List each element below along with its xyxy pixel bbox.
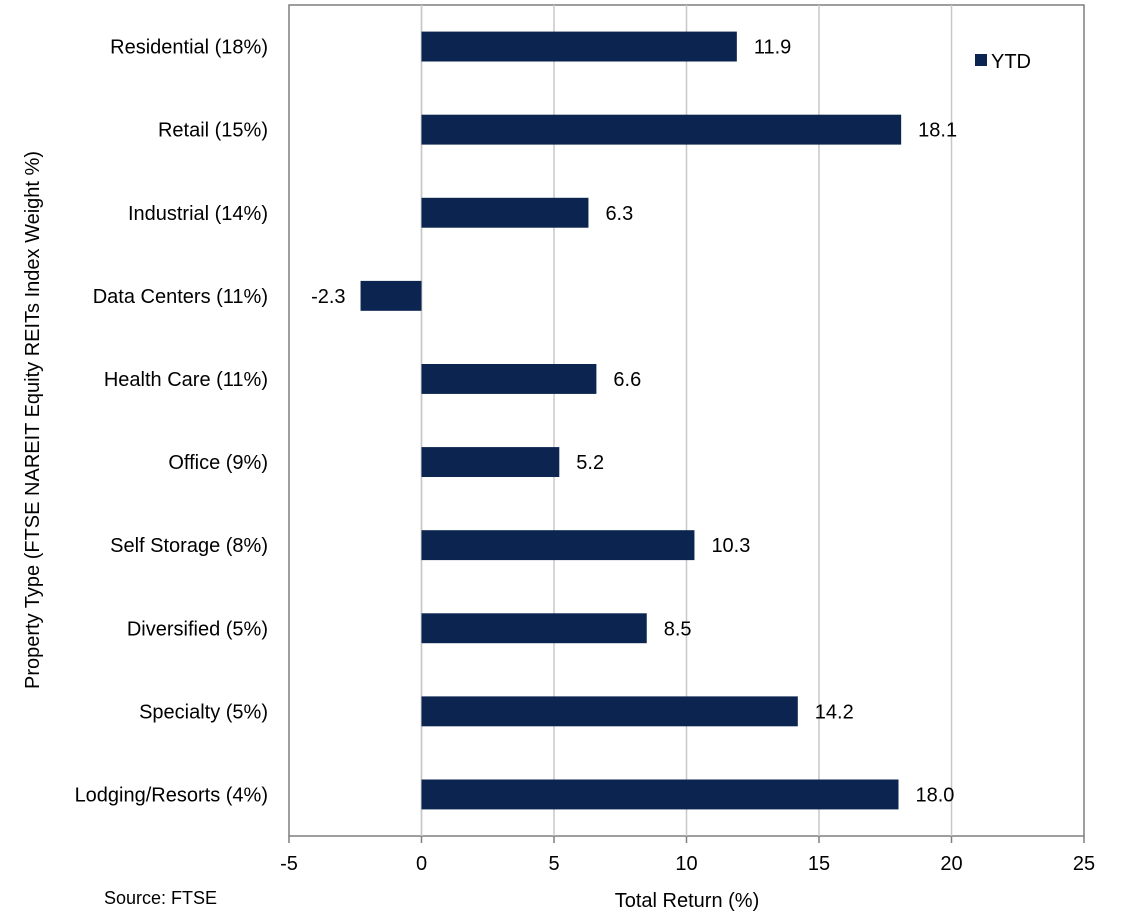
- data-label: 18.0: [916, 784, 955, 806]
- bar: [421, 447, 560, 478]
- data-label: -2.3: [311, 286, 345, 308]
- x-tick-label: 15: [808, 853, 830, 875]
- bar: [360, 280, 422, 311]
- bar: [421, 779, 899, 810]
- category-label: Lodging/Resorts (4%): [75, 784, 268, 806]
- data-label: 5.2: [576, 452, 604, 474]
- x-tick-label: 20: [940, 853, 962, 875]
- bar: [421, 363, 597, 394]
- data-label: 8.5: [664, 618, 692, 640]
- x-tick-label: -5: [280, 853, 298, 875]
- x-tick-label: 25: [1073, 853, 1095, 875]
- source-note: Source: FTSE: [104, 888, 218, 908]
- data-label: 6.3: [605, 203, 633, 225]
- category-label: Diversified (5%): [127, 618, 268, 640]
- bar: [421, 197, 589, 228]
- x-tick-label: 0: [416, 853, 427, 875]
- category-label: Residential (18%): [110, 37, 268, 59]
- data-label: 18.1: [918, 120, 957, 142]
- y-axis-title: Property Type (FTSE NAREIT Equity REITs …: [22, 151, 44, 689]
- bar: [421, 613, 647, 644]
- legend-label: YTD: [991, 51, 1031, 73]
- x-tick-labels: -5 0 5 10 15 20 25: [280, 853, 1095, 875]
- category-label: Retail (15%): [158, 120, 268, 142]
- legend-swatch: [975, 54, 987, 66]
- category-label: Office (9%): [168, 452, 268, 474]
- data-label: 6.6: [613, 369, 641, 391]
- x-axis-title: Total Return (%): [615, 890, 760, 912]
- bar: [421, 696, 798, 727]
- category-label: Self Storage (8%): [110, 535, 268, 557]
- x-tick-label: 5: [548, 853, 559, 875]
- value-labels: 11.9 18.1 6.3 -2.3 6.6 5.2 10.3 8.5 14.2 18.0: [311, 37, 957, 807]
- bar: [421, 114, 902, 145]
- category-label: Data Centers (11%): [93, 286, 268, 308]
- category-label: Industrial (14%): [128, 203, 268, 225]
- bars: [360, 31, 902, 810]
- bar: [421, 31, 737, 62]
- data-label: 14.2: [815, 701, 854, 723]
- data-label: 11.9: [754, 37, 791, 59]
- category-label: Health Care (11%): [104, 369, 268, 391]
- data-label: 10.3: [711, 535, 750, 557]
- legend: YTD: [975, 51, 1031, 73]
- category-labels: Residential (18%) Retail (15%) Industrial …: [75, 37, 268, 807]
- x-tick-label: 10: [675, 853, 697, 875]
- category-label: Specialty (5%): [139, 701, 268, 723]
- bar: [421, 530, 695, 561]
